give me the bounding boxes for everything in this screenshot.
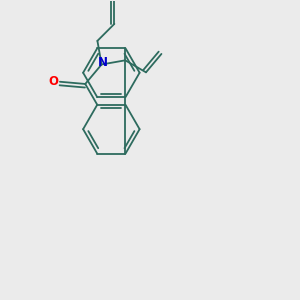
Text: N: N [98,56,108,69]
Text: O: O [48,75,59,88]
